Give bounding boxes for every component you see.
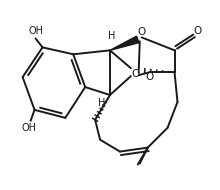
Text: O: O bbox=[193, 26, 202, 36]
Text: H: H bbox=[108, 31, 116, 41]
Polygon shape bbox=[110, 36, 139, 50]
Text: OH: OH bbox=[21, 123, 36, 133]
Text: O: O bbox=[146, 72, 154, 82]
Text: O: O bbox=[138, 28, 146, 37]
Text: O: O bbox=[132, 69, 140, 79]
Text: OH: OH bbox=[28, 26, 43, 36]
Text: H: H bbox=[98, 98, 106, 108]
